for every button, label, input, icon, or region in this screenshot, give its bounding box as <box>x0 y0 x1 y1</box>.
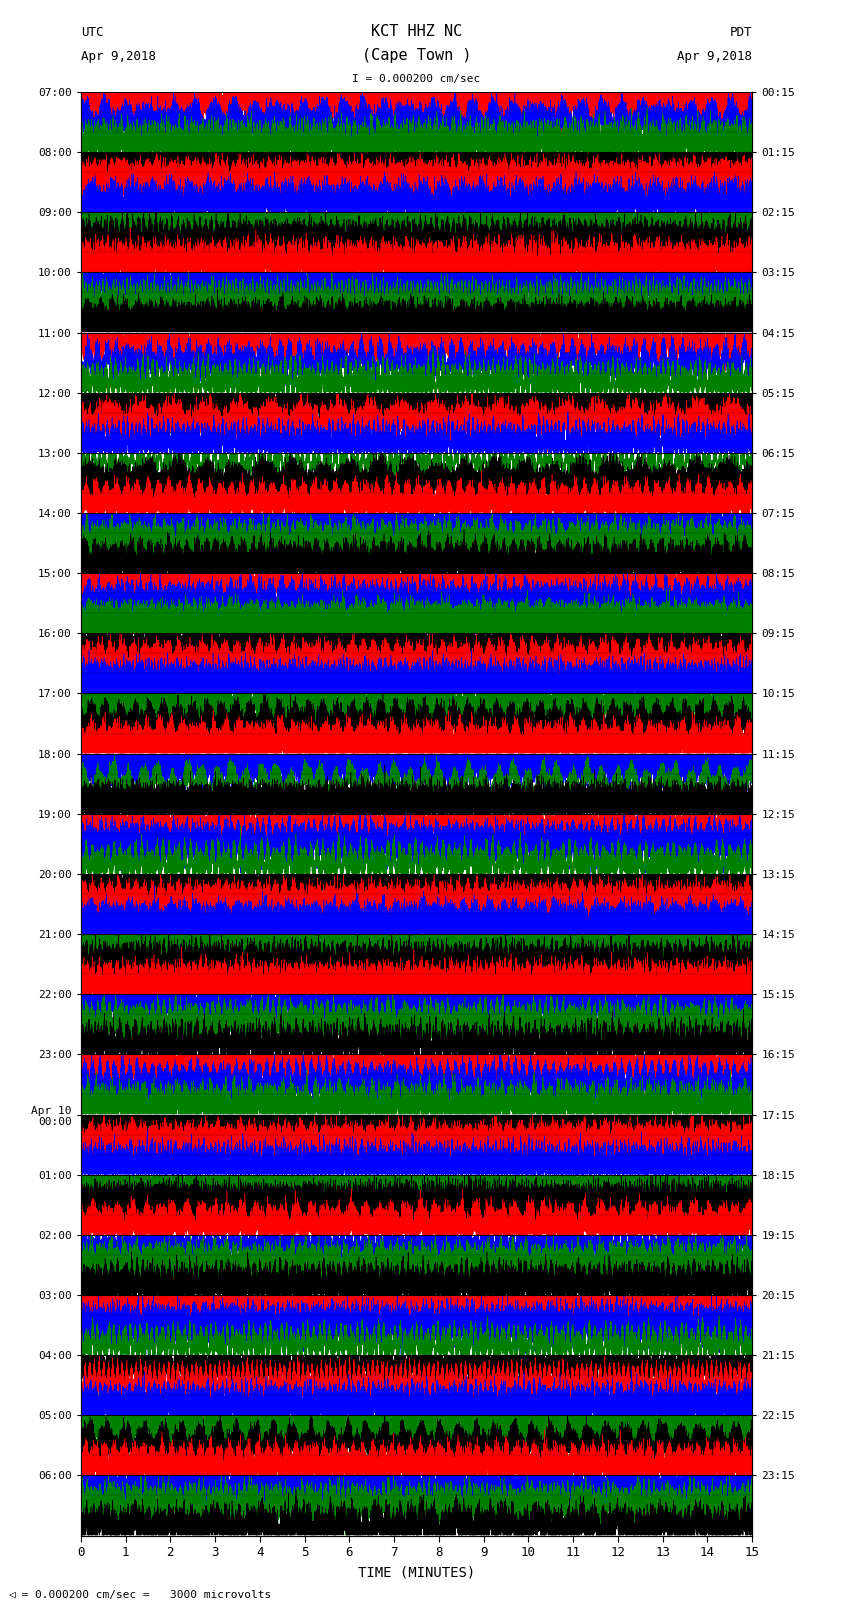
Text: Apr 9,2018: Apr 9,2018 <box>81 50 156 63</box>
X-axis label: TIME (MINUTES): TIME (MINUTES) <box>358 1566 475 1581</box>
Text: UTC: UTC <box>81 26 103 39</box>
Text: ◁ = 0.000200 cm/sec =   3000 microvolts: ◁ = 0.000200 cm/sec = 3000 microvolts <box>8 1590 272 1600</box>
Text: KCT HHZ NC: KCT HHZ NC <box>371 24 462 39</box>
Text: PDT: PDT <box>730 26 752 39</box>
Text: (Cape Town ): (Cape Town ) <box>362 48 471 63</box>
Text: Apr 9,2018: Apr 9,2018 <box>677 50 752 63</box>
Text: I = 0.000200 cm/sec: I = 0.000200 cm/sec <box>353 74 480 84</box>
